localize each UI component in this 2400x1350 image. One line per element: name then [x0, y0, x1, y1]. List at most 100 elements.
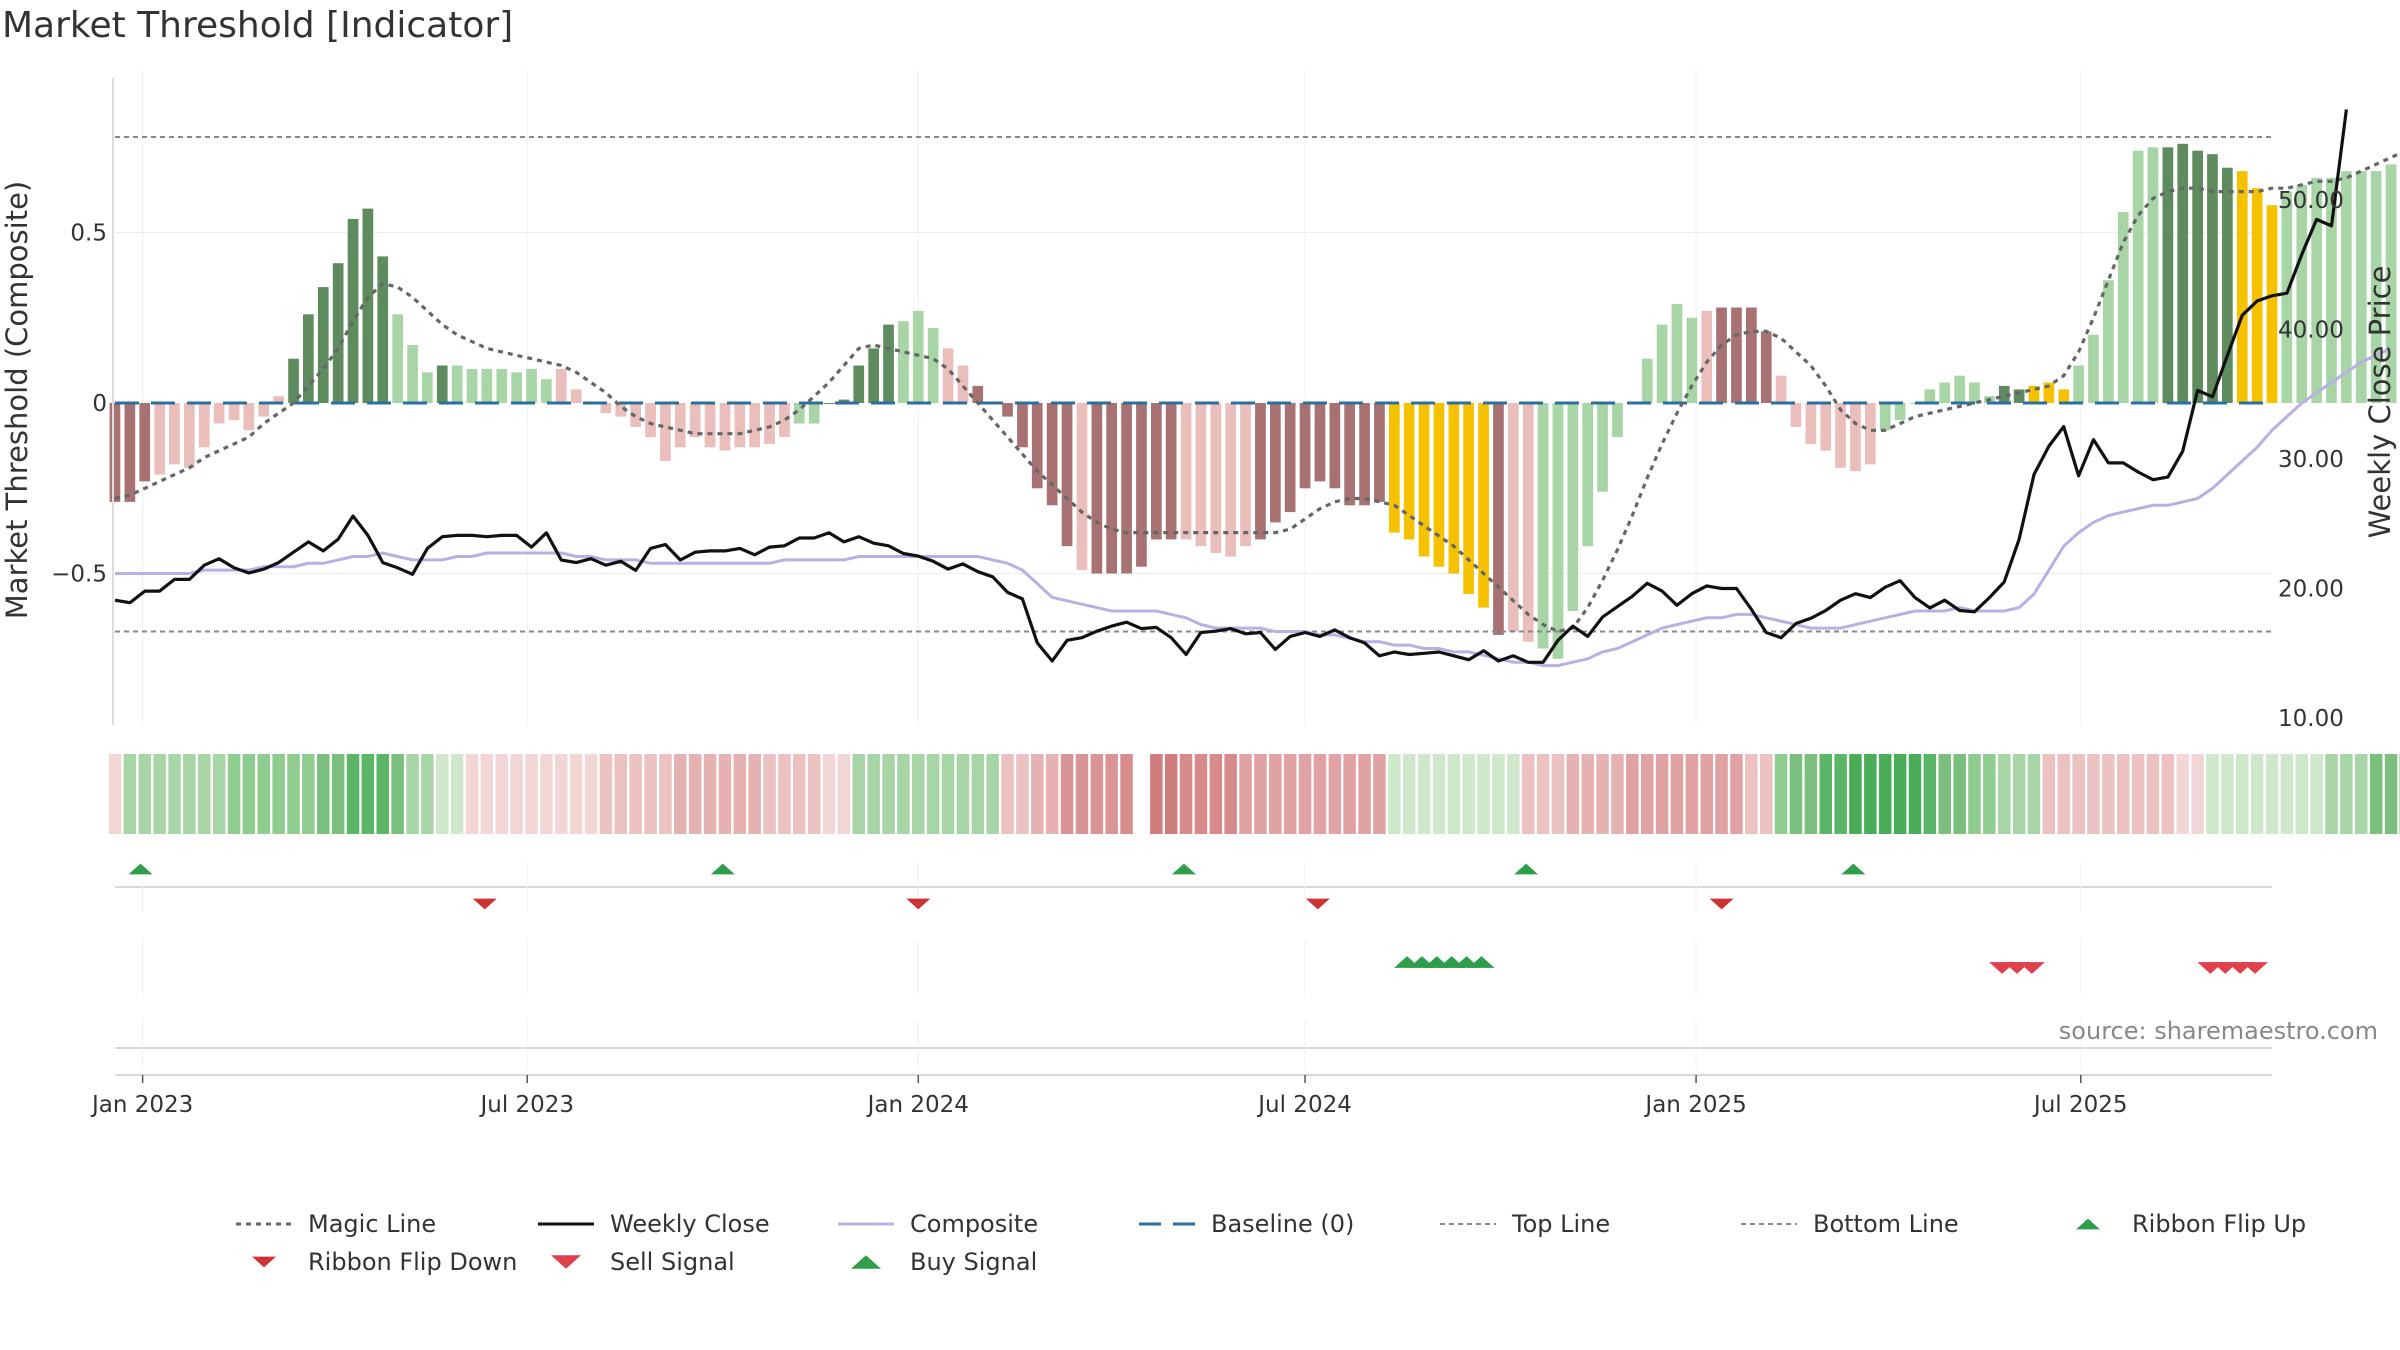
ribbon-cell	[1432, 754, 1446, 834]
ribbon-cell	[123, 754, 137, 834]
ribbon-cell	[882, 754, 895, 834]
ribbon-cell	[1269, 754, 1282, 834]
composite-bar	[1017, 403, 1028, 448]
legend-label: Ribbon Flip Up	[2132, 1210, 2306, 1238]
ribbon-cell	[1685, 754, 1699, 834]
legend-label: Sell Signal	[610, 1248, 735, 1276]
ribbon-cell	[242, 754, 256, 834]
composite-bar	[1374, 403, 1385, 502]
composite-bar	[2162, 147, 2174, 404]
ribbon-cell	[1626, 754, 1639, 834]
ribbon-cell	[926, 754, 940, 834]
composite-bar	[184, 403, 195, 468]
ribbon-cell	[2072, 754, 2085, 834]
ribbon-cell	[1417, 754, 1431, 834]
ribbon-flip-up-marker	[1514, 863, 1539, 875]
composite-bar	[1418, 403, 1430, 557]
legend-item: Buy Signal	[851, 1248, 1037, 1276]
ribbon-cell	[1879, 754, 1892, 834]
ribbon-cell	[2161, 754, 2175, 834]
ribbon-flip-up-marker	[710, 863, 735, 875]
ribbon-flip-up-marker	[1171, 863, 1196, 875]
composite-bar	[1240, 403, 1251, 547]
ribbon-cell	[1953, 754, 1966, 834]
ribbon-cell	[495, 754, 508, 834]
ribbon-cell	[406, 754, 419, 834]
ribbon-cell	[555, 754, 568, 834]
composite-bar	[124, 403, 136, 502]
composite-bar	[422, 372, 433, 403]
ribbon-flip-up-marker	[1841, 863, 1866, 875]
ribbon-cell	[1908, 754, 1922, 834]
ribbon-cell	[2295, 754, 2308, 834]
ribbon-cell	[852, 754, 865, 834]
composite-bar	[1686, 317, 1698, 404]
ribbon-cell	[659, 754, 672, 834]
composite-bar	[511, 372, 522, 403]
ribbon-cell	[2280, 754, 2294, 834]
composite-bar	[1478, 403, 1489, 608]
composite-bar	[1284, 403, 1296, 513]
legend-item: Weekly Close	[538, 1210, 770, 1238]
composite-bar	[1061, 403, 1073, 547]
ribbon-flip-down-marker	[906, 898, 931, 910]
legend-swatch	[2076, 1218, 2100, 1230]
composite-bar	[332, 263, 344, 403]
ribbon-cell	[1313, 754, 1327, 834]
ribbon-cell	[1819, 754, 1832, 834]
composite-bar	[1106, 403, 1117, 574]
ribbon-cell	[1298, 754, 1312, 834]
composite-bar	[1255, 403, 1266, 540]
ribbon-flip-down-marker	[1709, 898, 1734, 910]
composite-bar	[1180, 403, 1192, 540]
composite-bar	[109, 403, 121, 502]
axes: 0.5 0 −0.5 50.00 40.00 30.00 20.00 10.00 Jan 202…	[51, 78, 2344, 1118]
legend-item: Composite	[838, 1210, 1038, 1238]
ribbon-cell	[287, 754, 300, 834]
ribbon-cell	[1715, 754, 1728, 834]
ribbon-cell	[912, 754, 925, 834]
ribbon-cell	[2206, 754, 2219, 834]
ribbon-cell	[2355, 754, 2368, 834]
composite-bar	[674, 403, 686, 448]
composite-bar	[957, 365, 969, 403]
ribbon-cell	[1016, 754, 1029, 834]
ribbon-cell	[1164, 754, 1178, 834]
legend-label: Buy Signal	[910, 1248, 1037, 1276]
composite-bar	[169, 403, 180, 465]
composite-bar	[927, 328, 939, 403]
sell-signal-marker	[2241, 962, 2268, 974]
composite-bars	[109, 143, 2397, 659]
ribbon-cell	[1492, 754, 1505, 834]
ribbon-cell	[1774, 754, 1788, 834]
composite-bar	[1641, 358, 1653, 403]
composite-bar	[823, 403, 835, 404]
composite-bar	[2311, 177, 2322, 403]
ribbon-cell	[1670, 754, 1684, 834]
legend-swatch	[851, 1255, 881, 1269]
composite-bar	[1790, 403, 1802, 427]
ribbon-cell	[569, 754, 583, 834]
composite-bar	[1299, 403, 1311, 489]
ribbon-cell	[272, 754, 285, 834]
ribbon-cell	[733, 754, 746, 834]
composite-bar	[868, 348, 879, 403]
ribbon-cell	[183, 754, 196, 834]
composite-bar	[2326, 177, 2337, 403]
legend-item: Ribbon Flip Down	[252, 1248, 517, 1276]
y-tick-left: 0	[92, 391, 107, 417]
ribbon-cell	[2146, 754, 2160, 834]
legend-swatch	[551, 1255, 581, 1269]
ribbon-cell	[986, 754, 999, 834]
ribbon-cell	[1075, 754, 1089, 834]
composite-bar	[1879, 403, 1891, 431]
composite-bar	[2058, 389, 2070, 403]
composite-bar	[2296, 184, 2308, 403]
legend-item: Top Line	[1440, 1210, 1610, 1238]
ribbon-cell	[1551, 754, 1565, 834]
ribbon-cell	[1581, 754, 1594, 834]
composite-bar	[1002, 403, 1013, 417]
composite-bar	[347, 218, 359, 403]
composite-bar	[2088, 334, 2099, 403]
ribbon-cell	[317, 754, 330, 834]
